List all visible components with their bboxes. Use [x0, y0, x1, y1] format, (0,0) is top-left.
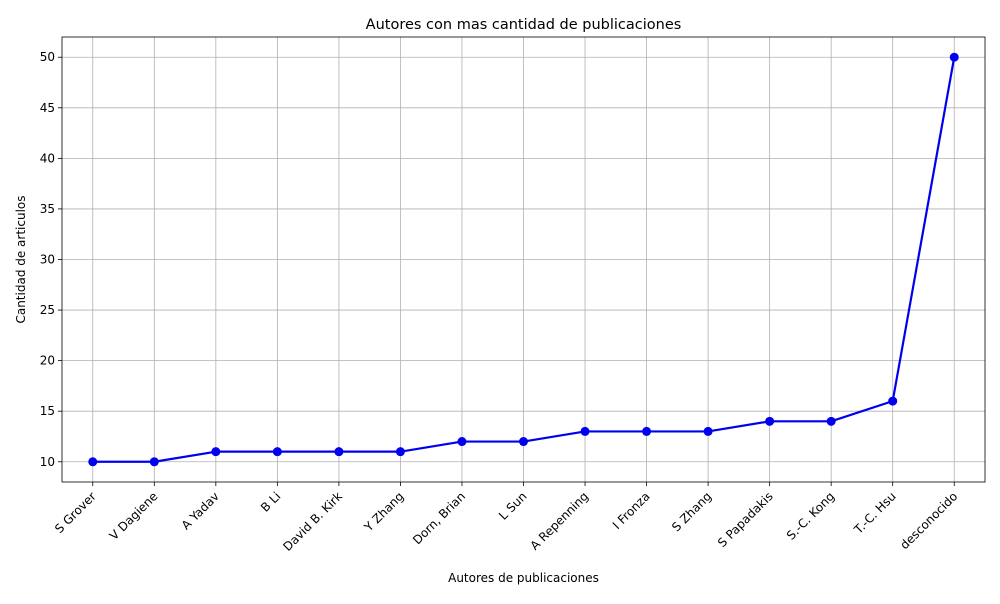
data-point: [703, 426, 713, 436]
y-tick-label: 45: [40, 101, 55, 115]
x-tick-label: V Dagiene: [107, 489, 161, 543]
x-tick-label: desconocido: [897, 489, 960, 552]
data-point: [272, 447, 282, 457]
data-point: [949, 52, 959, 62]
data-point: [519, 437, 528, 447]
data-point: [334, 447, 344, 457]
y-tick-label: 40: [40, 151, 55, 165]
y-tick-label: 50: [40, 50, 55, 64]
x-axis-label: Autores de publicaciones: [448, 571, 599, 585]
x-tick-label: A Repenning: [528, 489, 592, 553]
x-tick-label: A Yadav: [179, 489, 222, 532]
plot-frame: [61, 36, 986, 483]
y-tick-label: 30: [40, 253, 55, 267]
x-tick-label: Y Zhang: [361, 489, 407, 535]
x-tick-label: I Fronza: [610, 489, 653, 532]
x-tick-label: S Grover: [52, 489, 99, 536]
x-tick-label: S.-C. Kong: [784, 489, 837, 542]
y-tick-label: 15: [40, 404, 55, 418]
x-tick-label: S Zhang: [669, 489, 714, 534]
data-point: [457, 437, 467, 447]
y-tick-label: 35: [40, 202, 55, 216]
x-tick-label: L Sun: [496, 489, 529, 522]
data-point: [88, 457, 98, 467]
data-point: [765, 416, 775, 426]
data-point: [211, 447, 221, 457]
data-point: [826, 416, 836, 426]
grid: [62, 37, 985, 482]
x-tick-label: B Li: [258, 489, 284, 515]
y-tick-label: 10: [40, 455, 55, 469]
y-tick-label: 20: [40, 354, 55, 368]
x-tick-label: S Papadakis: [715, 489, 776, 550]
data-point: [395, 447, 405, 457]
x-tick-label: T.-C. Hsu: [851, 489, 899, 537]
y-tick-label: 25: [40, 303, 55, 317]
y-axis-label: Cantidad de articulos: [14, 195, 28, 323]
x-tick-label: Dorn, Brian: [410, 489, 468, 547]
data-point: [888, 396, 898, 406]
chart-title: Autores con mas cantidad de publicacione…: [366, 17, 682, 33]
data-point: [149, 457, 159, 467]
series-layer: [88, 52, 959, 467]
data-point: [580, 426, 590, 436]
x-tick-label: David B. Kirk: [280, 489, 345, 554]
data-point: [642, 426, 652, 436]
